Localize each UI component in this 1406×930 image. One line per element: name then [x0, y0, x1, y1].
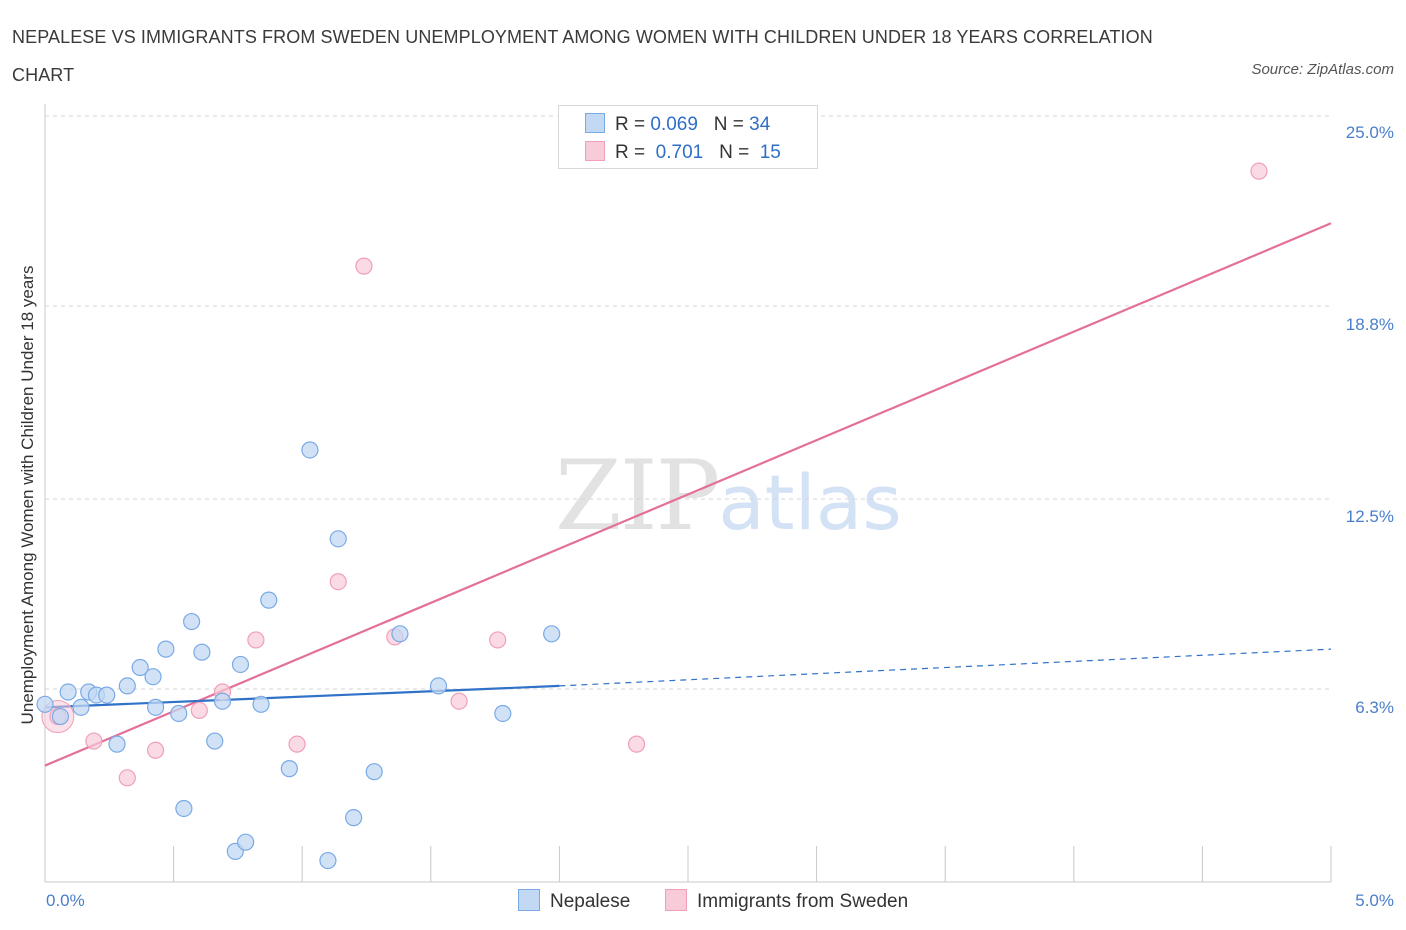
stats-legend: R = 0.069 N = 34 R = 0.701 N = 15 [558, 105, 818, 169]
legend-row-sweden: R = 0.701 N = 15 [585, 141, 781, 165]
gridlines [45, 115, 1331, 690]
nepalese-point [301, 441, 319, 459]
sweden-point [146, 741, 165, 759]
nepalese-point [319, 851, 337, 870]
sweden-point [288, 735, 306, 753]
sweden-point [118, 769, 136, 787]
sweden-point [627, 735, 646, 753]
x-tick-label: 5.0% [1355, 891, 1394, 910]
sweden-point [489, 631, 507, 649]
legend-item-nepalese[interactable]: Nepalese [518, 889, 630, 913]
n-label: N = [719, 142, 750, 163]
nepalese-point [543, 625, 561, 643]
nepalese-point [260, 591, 278, 609]
nepalese-legend-swatch [518, 889, 540, 911]
source-label: Source: ZipAtlas.com [1251, 61, 1394, 78]
nepalese-point [118, 677, 136, 695]
nepalese-point [280, 760, 298, 778]
sweden-point [190, 701, 208, 720]
axes [44, 104, 1332, 883]
sweden-swatch [585, 141, 605, 161]
y-tick-label: 12.5% [1345, 507, 1394, 526]
y-tick-label: 25.0% [1345, 123, 1394, 142]
nepalese-point [131, 658, 149, 677]
sweden-point [450, 692, 468, 710]
chart-title: NEPALESE VS IMMIGRANTS FROM SWEDEN UNEMP… [12, 27, 1153, 85]
nepalese-point [108, 735, 126, 753]
nepalese-point [237, 833, 255, 851]
n-value: 15 [759, 142, 781, 163]
nepalese-point [429, 677, 448, 695]
nepalese-point [36, 695, 54, 713]
sweden-point [85, 732, 103, 750]
nepalese-point [59, 683, 77, 701]
y-tick-label: 6.3% [1355, 698, 1394, 717]
nepalese-trend-line [44, 684, 560, 709]
sweden-point [355, 257, 373, 275]
nepalese-point [231, 655, 250, 674]
nepalese-point [183, 612, 201, 631]
r-value: 0.701 [655, 142, 704, 163]
sweden-point [329, 573, 347, 591]
r-label: R = [615, 142, 646, 163]
y-tick-label: 18.8% [1345, 315, 1394, 334]
nepalese-point [252, 695, 270, 713]
sweden-legend-swatch [665, 889, 687, 911]
sweden-trend-line [44, 222, 1332, 767]
legend-label: Nepalese [550, 891, 631, 912]
nepalese-point [345, 809, 363, 827]
sweden-point [247, 631, 265, 649]
nepalese-point [146, 698, 165, 716]
n-value: 34 [749, 114, 771, 135]
trend-lines [44, 222, 1332, 767]
nepalese-trend-extension [559, 648, 1332, 687]
nepalese-point [175, 799, 193, 818]
sweden-point [1250, 162, 1268, 180]
legend-item-sweden[interactable]: Immigrants from Sweden [665, 889, 908, 913]
r-label: R = [615, 114, 646, 135]
nepalese-point [170, 704, 188, 723]
nepalese-point [51, 707, 70, 726]
watermark-zip: ZIP [555, 440, 720, 552]
nepalese-point [365, 763, 383, 781]
nepalese-point [206, 732, 224, 750]
n-label: N = [713, 114, 744, 135]
legend-label: Immigrants from Sweden [697, 891, 909, 912]
nepalese-point [144, 668, 162, 686]
nepalese-point [193, 643, 211, 661]
nepalese-point [98, 686, 116, 704]
x-tick-label: 0.0% [46, 891, 85, 910]
nepalese-point [391, 625, 409, 643]
watermark-atlas: atlas [718, 458, 902, 547]
nepalese-point [213, 692, 232, 710]
nepalese-swatch [585, 113, 605, 133]
watermark: ZIPatlas [555, 440, 902, 552]
nepalese-point [72, 698, 90, 716]
r-value: 0.069 [650, 114, 698, 135]
nepalese-point [157, 640, 175, 658]
data-points [36, 162, 1268, 870]
nepalese-point [494, 704, 512, 723]
y-axis-label: Unemployment Among Women with Children U… [18, 265, 37, 725]
nepalese-point [329, 530, 347, 548]
legend-row-nepalese: R = 0.069 N = 34 [585, 113, 770, 137]
